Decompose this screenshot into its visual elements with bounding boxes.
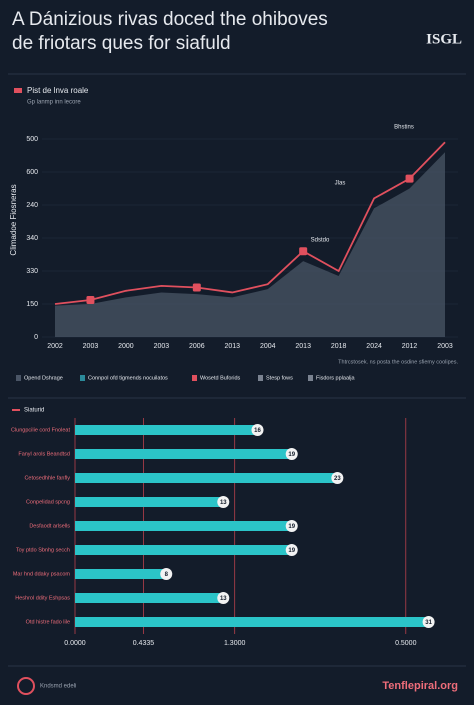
bar [75,593,224,603]
legend-swatch [16,375,21,381]
legend-label: Opend Dshrage [24,375,63,381]
x-tick-label: 2003 [154,343,170,350]
value-label: 19 [288,524,295,530]
point-marker [86,296,95,305]
legend-swatch [80,375,85,381]
legend-label: Wosetd Buforids [200,375,241,381]
x-tick-label: 2000 [118,343,134,350]
bar [75,617,429,627]
value-label: 13 [220,596,227,602]
x-tick-label: 2002 [47,343,63,350]
category-label: Cetosedhhle fanfly [24,475,70,481]
footer-icon [17,677,35,695]
category-label: Fanyl arols Beandtsd [18,451,70,457]
value-label: 19 [288,452,295,458]
x-tick-label: 2012 [402,343,418,350]
value-badge [285,544,298,556]
value-badge [251,424,264,436]
x-tick-label: 0.4335 [133,640,155,647]
value-label: 8 [165,572,169,578]
category-label: Otd histre fado lile [26,619,70,625]
legend-label: Stesp fows [266,375,293,381]
y-tick-label: 500 [26,136,38,143]
x-tick-label: 2004 [260,343,276,350]
bar [75,473,338,483]
bar [75,545,292,555]
title-line: de friotars ques for siafuld [12,33,231,54]
x-tick-label: 0.0000 [64,640,86,647]
value-badge [160,568,173,580]
value-label: 19 [288,548,295,554]
x-tick-label: 2018 [331,343,347,350]
value-badge [331,472,344,484]
point-marker [405,174,414,183]
legend-label: Connpol ofd tigmends nocuilatos [88,375,168,381]
value-badge [217,592,230,604]
category-label: Conpelidad spcng [26,499,70,505]
y-tick-label: 150 [26,301,38,308]
x-tick-label: 2013 [295,343,311,350]
value-badge [217,496,230,508]
x-tick-label: 0.5000 [395,640,417,647]
x-tick-label: 2006 [189,343,205,350]
chart-subtitle: Gp lanmp inn lecore [27,100,81,106]
category-label: Desfaodt arlsells [29,523,70,529]
bar [75,521,292,531]
category-label: Toy ptdo Sbnhg secch [16,547,70,553]
x-tick-label: 2003 [83,343,99,350]
category-label: Mar hnd ddaky psacom [13,571,71,577]
annotation: Bhstins [394,125,414,131]
y-tick-label: 600 [26,169,38,176]
value-badge [285,448,298,460]
value-badge [422,616,435,628]
note: Thtrcstosek. ns posta the osdine sfiemy … [338,359,458,365]
point-marker [192,283,201,292]
bar [75,449,292,459]
point-marker [299,247,308,256]
area [55,152,445,337]
x-tick-label: 2024 [366,343,382,350]
legend-swatch [192,375,197,381]
x-tick-label: 2013 [224,343,240,350]
value-label: 31 [425,620,432,626]
bar [75,497,224,507]
x-tick-label: 1.3000 [224,640,246,647]
title-line: A Dánizious rivas doced the ohiboves [12,9,328,30]
y-axis-label: Climadoe Fiosneras [9,184,18,255]
annotation: Sdstdo [311,238,330,244]
legend-swatch [258,375,263,381]
x-tick-label: 2003 [437,343,453,350]
value-label: 23 [334,476,341,482]
value-label: 13 [220,500,227,506]
legend-label: Siaturid [24,408,44,414]
bar [75,425,258,435]
line [54,141,446,305]
y-tick-label: 340 [26,235,38,242]
category-label: Clungpcilie cord Fnoleat [11,427,70,433]
footer-left: Kndsmd edeli [40,684,76,690]
legend-swatch [308,375,313,381]
title-marker [14,88,22,93]
chart-title: Pist de lnva roale [27,86,89,95]
value-badge [285,520,298,532]
y-tick-label: 0 [34,334,38,341]
annotation: Jlas [335,181,346,187]
y-tick-label: 240 [26,202,38,209]
legend-label: Fisdors pplaalja [316,375,355,381]
y-tick-label: 330 [26,268,38,275]
category-label: Heshrol ddity Eshpsas [15,595,70,601]
bar [75,569,167,579]
value-label: 16 [254,428,261,434]
footer-link[interactable]: Tenflepiral.org [382,680,458,692]
logo: ISGL [426,31,462,47]
